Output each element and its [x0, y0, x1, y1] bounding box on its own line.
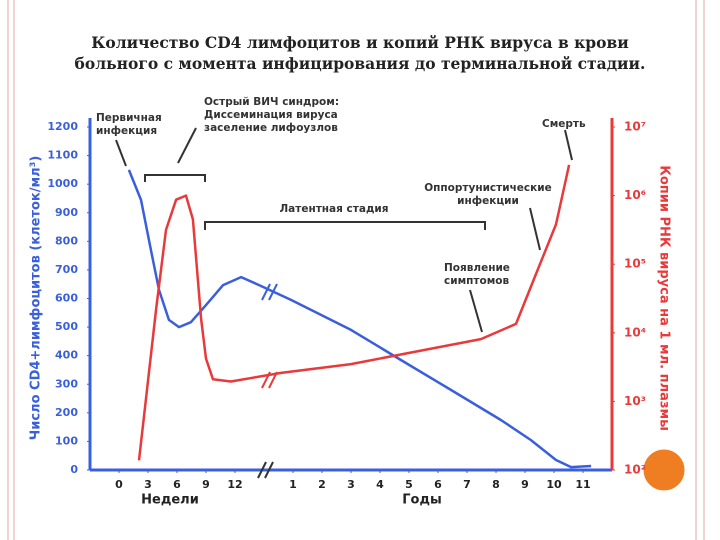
annotation: Острый ВИЧ синдром:	[204, 96, 339, 108]
x-tick-label: 11	[575, 478, 590, 491]
y2-tick-label: 10⁷	[624, 120, 646, 134]
data-line	[127, 169, 592, 469]
x-tick-label: 1	[289, 478, 297, 491]
y-tick-label: 1000	[47, 177, 78, 190]
x-tick-label: 4	[376, 478, 384, 491]
y-tick-label: 1200	[47, 120, 78, 133]
annotation-leader	[177, 127, 197, 164]
y-tick-label: 200	[55, 406, 78, 419]
annotation: Диссеминация вируса	[204, 109, 338, 121]
y-tick-label: 0	[70, 463, 78, 476]
annotation-bracket	[204, 221, 486, 230]
y2-tick-label: 10⁴	[624, 325, 646, 339]
chart: Количество CD4 лимфоцитов и копий РНК ви…	[29, 33, 672, 508]
x-tick-label: 6	[173, 478, 181, 491]
annotation-leader	[469, 289, 483, 333]
y2-tick-label: 10³	[624, 394, 646, 408]
x-tick-label: 9	[202, 478, 210, 491]
x-tick-label: 2	[318, 478, 326, 491]
x-tick-label: 6	[434, 478, 442, 491]
annotation-leader	[529, 207, 541, 251]
line-break	[261, 283, 278, 301]
chart-title: больного с момента инфицирования до терм…	[75, 54, 646, 73]
y-tick-label: 600	[55, 292, 78, 305]
y2-tick-label: 10²	[624, 463, 646, 477]
y-tick-label: 700	[55, 263, 78, 276]
annotation: инфекции	[457, 195, 519, 207]
x-tick-label: 10	[546, 478, 562, 491]
x-tick-label: 5	[405, 478, 413, 491]
annotation: Первичная	[96, 112, 162, 124]
annotation-bracket	[144, 174, 206, 182]
annotation: заселение лифоузлов	[204, 122, 338, 134]
y-axis-title: Число CD4+лимфоцитов (клеток/мл³)	[29, 156, 44, 441]
x-group-label: Годы	[402, 493, 441, 508]
y-tick-label: 800	[55, 234, 78, 247]
line-break	[261, 371, 278, 389]
x-tick-label: 12	[227, 478, 242, 491]
y-tick-label: 100	[55, 434, 78, 447]
slide-ornament	[640, 446, 688, 494]
annotation-leader	[115, 139, 127, 167]
y2-axis-title: Копии РНК вируса на 1 мл. плазмы	[657, 165, 672, 431]
y-tick-label: 500	[55, 320, 78, 333]
x-tick-label: 8	[492, 478, 500, 491]
y-tick-label: 400	[55, 349, 78, 362]
annotation: Смерть	[542, 118, 586, 130]
annotation: Появление	[444, 262, 510, 274]
y2-tick-label: 10⁶	[624, 188, 646, 202]
x-tick-label: 0	[115, 478, 123, 491]
y-tick-label: 1100	[47, 149, 78, 162]
x-group-label: Недели	[141, 493, 199, 508]
annotation: инфекция	[96, 125, 157, 137]
axis-break	[257, 461, 274, 479]
y-tick-label: 300	[55, 377, 78, 390]
annotation-leader	[564, 129, 573, 161]
annotation: Оппортунистические	[424, 182, 552, 194]
y2-tick-label: 10⁵	[624, 257, 646, 271]
chart-title: Количество CD4 лимфоцитов и копий РНК ви…	[91, 33, 629, 52]
annotation: Латентная стадия	[279, 203, 388, 215]
x-tick-label: 9	[521, 478, 529, 491]
x-tick-label: 7	[463, 478, 471, 491]
x-tick-label: 3	[347, 478, 355, 491]
y-tick-label: 900	[55, 206, 78, 219]
annotation: симптомов	[444, 275, 510, 287]
x-tick-label: 3	[144, 478, 152, 491]
data-line	[137, 164, 571, 461]
